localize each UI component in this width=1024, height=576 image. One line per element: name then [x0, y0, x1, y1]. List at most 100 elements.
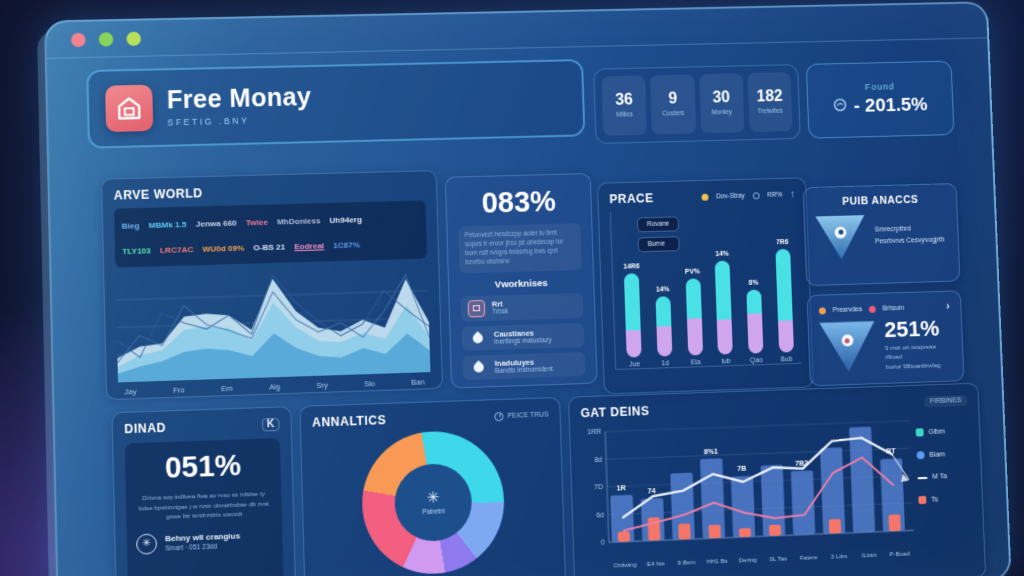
kpi-list-item[interactable]: Inaduluyes Bandts Instrumident — [462, 351, 586, 380]
gain-value: 251% — [883, 315, 940, 343]
svg-text:74: 74 — [648, 486, 656, 495]
tooltip-line: Rovane — [636, 216, 680, 233]
gat-combo-chart: 1RR 8d 7D 6d 0 1R 74 8%1 7B 7B2 BT — [587, 413, 915, 547]
ticker-item[interactable]: 1C87% — [333, 240, 360, 250]
stat-tile: 36 Milles — [601, 75, 648, 136]
gain-251-panel: Prearvdea Brhsuin › 251% 9 rrstt ort res… — [806, 290, 965, 387]
kpi-list-item[interactable]: Rrt Trbsk — [460, 292, 584, 322]
stats-summary-card: 36 Milles 9 Custers 30 Moniey 182 Trelwi… — [593, 64, 801, 145]
stat-label: Moniey — [711, 108, 733, 117]
app-window: Free Monay SFETIG .BNY 36 Milles 9 Custe… — [43, 1, 1012, 576]
stat-value: 36 — [615, 91, 634, 109]
dinad-panel: DINAD K 051% Drtvna svp trdllvea ftea av… — [111, 406, 297, 576]
legend-dot-icon — [818, 306, 826, 314]
legend-item[interactable]: Glbm — [915, 427, 969, 437]
gat-legend: Glbm Blam M Ta Ts — [915, 427, 974, 557]
stat-label: Custers — [662, 110, 685, 118]
legend-item[interactable]: Ts — [918, 494, 971, 505]
ticker-item[interactable]: MBMk 1.5 — [148, 219, 187, 231]
ticker-item[interactable]: Bieg — [121, 221, 140, 231]
chevron-right-icon[interactable]: › — [945, 300, 951, 313]
ticker-item[interactable]: Jenwa 660 — [195, 218, 237, 229]
close-window-button[interactable] — [70, 32, 86, 47]
svg-text:6d: 6d — [596, 512, 604, 519]
stat-value: 182 — [756, 88, 784, 106]
dinad-inner-card: 051% Drtvna svp trdllvea ftea av rvso ss… — [124, 438, 284, 576]
legend-dot-icon[interactable] — [701, 193, 709, 201]
svg-text:7B2: 7B2 — [795, 459, 808, 468]
ticker-item[interactable]: MhDoniess — [276, 216, 321, 227]
kpi-list-item[interactable]: Caustlanes Inertlings malustazy — [461, 322, 585, 351]
kpi-item-sub: Inertlings malustazy — [493, 336, 552, 346]
bar-column: 8% Qao — [740, 208, 767, 365]
prace-bar-chart: Rovane Burne 14R6 Jue 14% 1d PV% Ela 14% Iub 8% Q… — [609, 207, 802, 370]
kpi-item-sub: Bandts Instrumident — [494, 365, 554, 375]
svg-text:7B: 7B — [737, 464, 746, 473]
donut-chart: ✳ Palretni — [360, 429, 507, 576]
legend-ring-icon[interactable] — [752, 191, 760, 199]
found-value: - 201.5% — [853, 94, 929, 117]
prace-panel-title: PRACE — [609, 191, 654, 207]
app-header: Free Monay SFETIG .BNY — [86, 59, 586, 149]
app-title: Free Monay — [166, 82, 312, 114]
stat-value: 30 — [712, 89, 731, 107]
minimize-window-button[interactable] — [98, 31, 114, 47]
dinad-footer[interactable]: ✳ Behny wll crangius Smart · 051 23dd — [136, 529, 273, 555]
ticker-item[interactable]: Twiee — [245, 217, 269, 228]
kpi-subheading: Vworknises — [494, 277, 548, 291]
legend-label: RR% — [767, 191, 783, 199]
sun-icon: ✳ — [426, 488, 440, 507]
arve-area-chart — [115, 263, 430, 383]
stat-tile: 182 Trelwites — [747, 72, 793, 133]
gat-filter-badge[interactable]: FIRBINES — [923, 394, 968, 407]
legend-label: Brhsuin — [882, 304, 905, 312]
sort-up-icon[interactable]: ↑ — [789, 188, 796, 200]
arve-panel-title: ARVE WORLD — [113, 186, 203, 203]
found-label: Found — [864, 81, 895, 93]
stat-tile: 9 Custers — [650, 74, 696, 135]
time-filter-badge[interactable]: PEICE TRUS — [494, 410, 549, 421]
gear-icon: ✳ — [136, 533, 158, 555]
legend-label: Prearvdea — [832, 305, 863, 314]
ticker-item[interactable]: O-BS 21 — [253, 242, 286, 253]
annaltics-panel-title: ANNALTICS — [311, 413, 387, 430]
dinad-panel-title: DINAD — [124, 420, 167, 437]
gain-subtext: bortor 9Btoardtrwlag — [885, 361, 941, 371]
droplet-icon — [471, 359, 486, 375]
bar-column: 7R6 Bub — [775, 238, 794, 364]
app-subtitle: SFETIG .BNY — [167, 115, 250, 128]
ticker-item[interactable]: WU0d 09% — [202, 243, 245, 254]
ticker-item[interactable]: TLY103 — [122, 246, 151, 256]
ticker-strip: Bieg MBMk 1.5 Jenwa 660 Twiee MhDoniess Uh94e… — [114, 200, 428, 268]
stat-value: 9 — [668, 90, 678, 108]
dinad-description: Drtvna svp trdllvea ftea av rvso ss rvls… — [138, 490, 270, 522]
gain-subtext: 9 rrstt ort resqveaa rfiload — [884, 343, 936, 362]
prace-panel: PRACE Dov-Stray RR% ↑ Rovane Burne 14R6 J… — [596, 177, 814, 395]
legend-item[interactable]: M Ta — [917, 472, 970, 481]
found-kpi-card: Found - 201.5% — [805, 60, 955, 139]
svg-text:BT: BT — [886, 447, 896, 456]
clock-icon — [494, 411, 504, 421]
kpi-description: Petunvezt hesdczpp aoter tu bmt sopes tr… — [458, 223, 582, 274]
picture-badge-icon — [467, 299, 486, 317]
triangle-eye-icon — [819, 321, 876, 372]
legend-dot-icon — [868, 305, 876, 313]
gat-panel-title: GAT DEINS — [580, 403, 650, 421]
svg-text:8%1: 8%1 — [704, 446, 719, 455]
dinad-footer-title: Behny wll crangius — [164, 531, 241, 544]
maximize-window-button[interactable] — [126, 31, 142, 46]
stat-tile: 30 Moniey — [698, 73, 745, 134]
badge-label: PEICE TRUS — [507, 410, 549, 420]
gat-deins-panel: GAT DEINS FIRBINES 1RR 8d 7D 6d 0 1R 74 8%1 7B 7B… — [568, 382, 987, 576]
ticker-item[interactable]: Eodreal — [294, 241, 325, 251]
back-icon[interactable]: K — [261, 417, 280, 432]
ticker-item[interactable]: Uh94erg — [329, 215, 363, 226]
kpi-083-panel: 083% Petunvezt hesdczpp aoter tu bmt sop… — [444, 172, 598, 389]
ticker-item[interactable]: LRC7AC — [159, 244, 194, 255]
kpi-value: 083% — [481, 185, 557, 220]
legend-label: Dov-Stray — [716, 192, 745, 200]
legend-item[interactable]: Blam — [916, 449, 970, 460]
stat-label: Trelwites — [757, 107, 783, 116]
puis-text-line: Pesrbvrvs Cesvyvogjrth — [874, 236, 945, 246]
kpi-item-sub: Trbsk — [492, 308, 509, 316]
